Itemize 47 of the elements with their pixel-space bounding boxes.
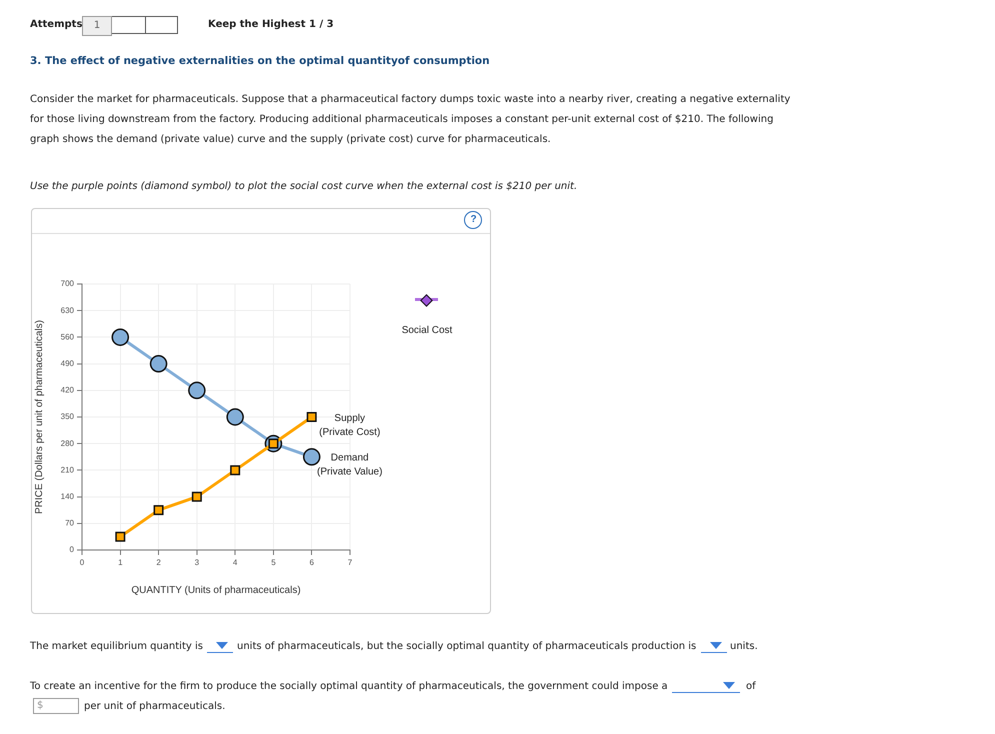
point (230, 465, 240, 476)
point (192, 492, 202, 502)
y-tick-label: 700 (60, 279, 75, 288)
x-axis-title: QUANTITY (Units of pharmaceuticals) (131, 584, 301, 596)
x-tick-label: 2 (156, 558, 162, 568)
point (115, 532, 126, 542)
x-tick-label: 7 (348, 558, 353, 568)
text: per unit of pharmaceuticals. (84, 700, 226, 714)
point (154, 505, 164, 516)
y-tick-label: 70 (65, 518, 75, 528)
x-tick-label: 6 (309, 558, 314, 568)
point (150, 355, 168, 373)
text: Use the purple points (diamond symbol) to plot the social cost curve when the external cost is $210 per unit. (30, 180, 578, 194)
series-label: Supply (Private Cost) (319, 412, 380, 438)
y-tick-label: 140 (60, 492, 75, 502)
x-tick-label: 1 (118, 558, 124, 568)
text: 1 (82, 16, 112, 36)
text: Social Cost (400, 324, 454, 338)
text: Keep the Highest 1 / 3 (208, 18, 334, 32)
text: The market equilibrium quantity is (30, 640, 203, 654)
point (302, 448, 320, 466)
y-tick-label: 0 (70, 545, 75, 554)
text: of (746, 680, 756, 694)
x-tick-label: 3 (194, 558, 200, 568)
y-tick-label: 420 (60, 386, 75, 395)
text: Attempts (30, 18, 82, 32)
y-tick-label: 630 (60, 306, 75, 315)
text: units of pharmaceuticals, but the socially optimal quantity of pharmaceuticals production is (237, 640, 696, 654)
point (112, 328, 130, 346)
point (306, 412, 317, 422)
point (188, 382, 206, 400)
y-axis-title: PRICE (Dollars per unit of pharmaceuticals) (34, 320, 45, 514)
text: units. (730, 640, 758, 654)
x-tick-label: 5 (271, 558, 276, 568)
y-tick-label: 210 (60, 465, 75, 474)
x-tick-label: 4 (232, 558, 238, 568)
y-tick-label: 490 (60, 359, 75, 368)
point (226, 408, 244, 426)
y-tick-label: 280 (60, 438, 75, 448)
text: $ (33, 698, 79, 714)
series-label: Demand (Private Value) (317, 452, 382, 478)
text: To create an incentive for the firm to produce the socially optimal quantity of pharmaceuticals, the government could impose a (30, 680, 668, 694)
text: Consider the market for pharmaceuticals. Suppose that a pharmaceutical factory dumps toxic waste into a nearby river, creating a negative externality for those living downstream from the factory. Producing additional pharmaceuticals imposes a constant per-unit external cost of $210. The following graph shows the demand (private value) curve and the supply (private cost) curve for pharmaceuticals. (30, 93, 792, 147)
y-tick-label: 560 (60, 332, 75, 342)
chart-title: 3. The effect of negative externalities on the optimal quantityof consumption (30, 55, 490, 67)
y-tick-label: 350 (60, 412, 75, 422)
x-tick-label: 0 (80, 558, 85, 568)
